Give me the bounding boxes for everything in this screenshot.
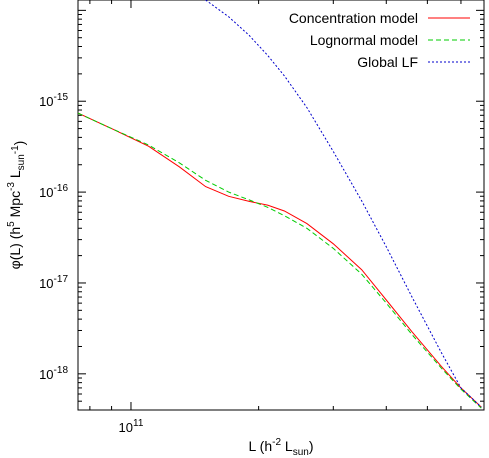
- axis-tick-labels: 10-18 10-17 10-16 10-15 1011: [39, 92, 144, 435]
- x-tick-label: 1011: [119, 418, 144, 435]
- legend-label: Lognormal model: [310, 32, 418, 48]
- y-tick-label: 10-17: [39, 274, 68, 291]
- x-axis-title: L (h-2 Lsun): [249, 437, 314, 458]
- legend: Concentration model Lognormal model Global…: [289, 10, 470, 70]
- plot-frame: [77, 0, 485, 411]
- series-line-1: [78, 112, 482, 409]
- axis-ticks: [78, 0, 484, 411]
- legend-label: Concentration model: [289, 10, 418, 26]
- legend-label: Global LF: [357, 54, 418, 70]
- y-tick-label: 10-16: [39, 183, 68, 200]
- series-lines: [78, 0, 482, 409]
- y-tick-label: 10-15: [39, 92, 68, 109]
- y-axis-title: φ(L) (h5 Mpc-3 Lsun-1): [6, 141, 27, 270]
- y-tick-label: 10-18: [39, 365, 68, 382]
- series-line-0: [78, 112, 482, 408]
- series-line-2: [205, 0, 482, 408]
